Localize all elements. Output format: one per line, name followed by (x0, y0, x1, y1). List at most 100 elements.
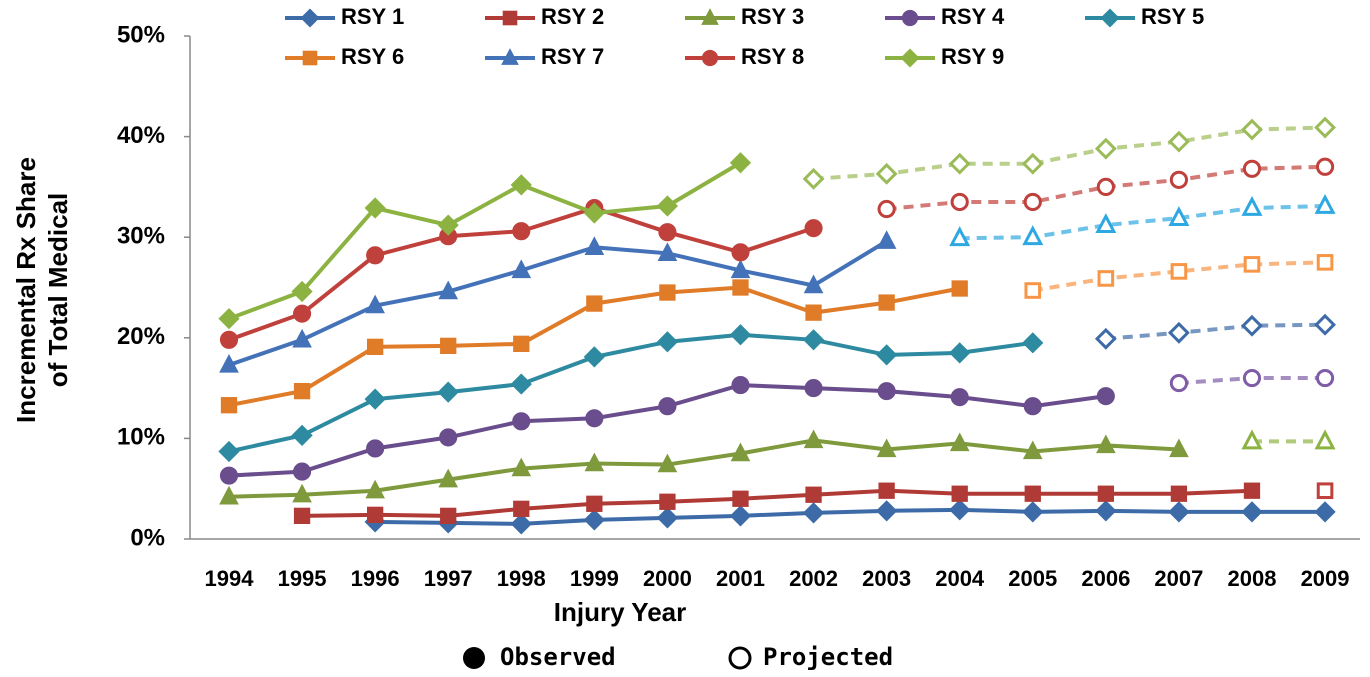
observed-point (729, 152, 752, 174)
observed-point (804, 379, 823, 398)
legend-marker (701, 49, 719, 67)
observed-point (658, 397, 677, 416)
legend-label: RSY 9 (941, 44, 1004, 69)
observed-point (292, 483, 312, 503)
legend-label: RSY 3 (741, 4, 804, 29)
observed-label: Observed (500, 643, 616, 671)
observed-point (805, 304, 822, 321)
observed-point (657, 242, 678, 261)
x-tick-label: 2008 (1228, 566, 1277, 591)
legend-label: RSY 6 (341, 44, 404, 69)
x-tick-label: 2004 (935, 566, 985, 591)
observed-point (366, 246, 385, 265)
observed-point (440, 507, 457, 525)
projected-point (1169, 373, 1189, 393)
legend-marker (502, 10, 518, 26)
observed-point (802, 502, 825, 524)
legend-label: RSY 4 (941, 4, 1005, 29)
observed-point (220, 397, 238, 414)
x-tick-label: 2000 (643, 566, 692, 591)
x-tick-label: 2001 (716, 566, 765, 591)
projected-point (1096, 177, 1115, 196)
observed-point (1023, 397, 1042, 416)
observed-point (1314, 501, 1336, 523)
observed-point (949, 499, 971, 521)
y-tick-label: 40% (117, 122, 165, 149)
observed-line (228, 332, 1034, 454)
observed-point (878, 294, 895, 311)
projected-point (1167, 130, 1190, 153)
observed-point (1168, 501, 1190, 523)
observed-point (293, 382, 311, 400)
observed-point (584, 236, 605, 255)
observed-point (1022, 501, 1044, 523)
projected-point (1242, 368, 1262, 388)
observed-point (586, 495, 603, 512)
observed-point (729, 505, 752, 527)
projected-point (1095, 213, 1117, 234)
projected-point (1316, 254, 1334, 271)
observed-point (803, 274, 824, 294)
projected-point (1023, 192, 1042, 212)
observed-point (876, 438, 897, 458)
observed-key (463, 647, 485, 669)
projected-point (949, 226, 971, 247)
y-axis-title-line: of Total Medical (43, 193, 73, 388)
projected-line (1032, 260, 1326, 293)
observed-line (375, 507, 1326, 526)
legend-label: RSY 5 (1141, 4, 1204, 29)
observed-point (1095, 500, 1117, 522)
observed-point (511, 457, 532, 477)
legend-label: RSY 8 (741, 44, 804, 69)
observed-point (293, 304, 312, 323)
observed-point (731, 243, 750, 262)
y-axis-title: Incremental Rx Share of Total Medical (11, 157, 73, 423)
projected-label: Projected (763, 643, 893, 671)
observed-point (1241, 501, 1263, 523)
observed-point (218, 308, 240, 330)
legend-label: RSY 7 (541, 44, 604, 69)
observed-point (219, 330, 239, 349)
observed-point (876, 344, 898, 366)
projected-point (1315, 368, 1335, 388)
projected-point (1024, 282, 1042, 299)
projected-point (1167, 321, 1190, 344)
projected-point (802, 167, 825, 190)
observed-point (659, 493, 676, 510)
projected-point (1242, 159, 1262, 178)
observed-point (438, 280, 459, 300)
y-tick-label: 50% (117, 21, 165, 48)
observed-point (804, 219, 823, 238)
observed-point (219, 485, 239, 505)
observed-point (219, 353, 239, 373)
projected-line (813, 125, 1326, 181)
observed-line (228, 438, 1180, 499)
observed-line (228, 239, 888, 367)
observed-point (1170, 485, 1188, 502)
observed-point (805, 486, 822, 503)
observed-point (292, 328, 312, 348)
observed-point (583, 509, 605, 531)
observed-point (510, 174, 532, 196)
y-tick-label: 20% (117, 323, 165, 350)
observed-point (658, 223, 677, 242)
legend-label: RSY 1 (341, 4, 404, 29)
observed-point (437, 214, 459, 236)
observed-point (1243, 482, 1261, 499)
projected-point (1314, 193, 1336, 214)
observed-point (656, 195, 679, 217)
observed-point (729, 324, 752, 346)
observed-point (803, 429, 824, 449)
projected-point (1241, 314, 1263, 337)
projected-point (1094, 327, 1117, 350)
observed-point (1097, 485, 1114, 502)
legend-marker (302, 50, 318, 66)
projected-point (1314, 429, 1336, 450)
observed-point (1096, 387, 1115, 406)
x-tick-label: 1998 (497, 566, 546, 591)
observed-point (218, 440, 240, 463)
observed-point (365, 294, 385, 314)
x-tick-label: 2009 (1301, 566, 1350, 591)
x-tick-label: 1997 (424, 566, 473, 591)
observed-point (656, 331, 679, 353)
